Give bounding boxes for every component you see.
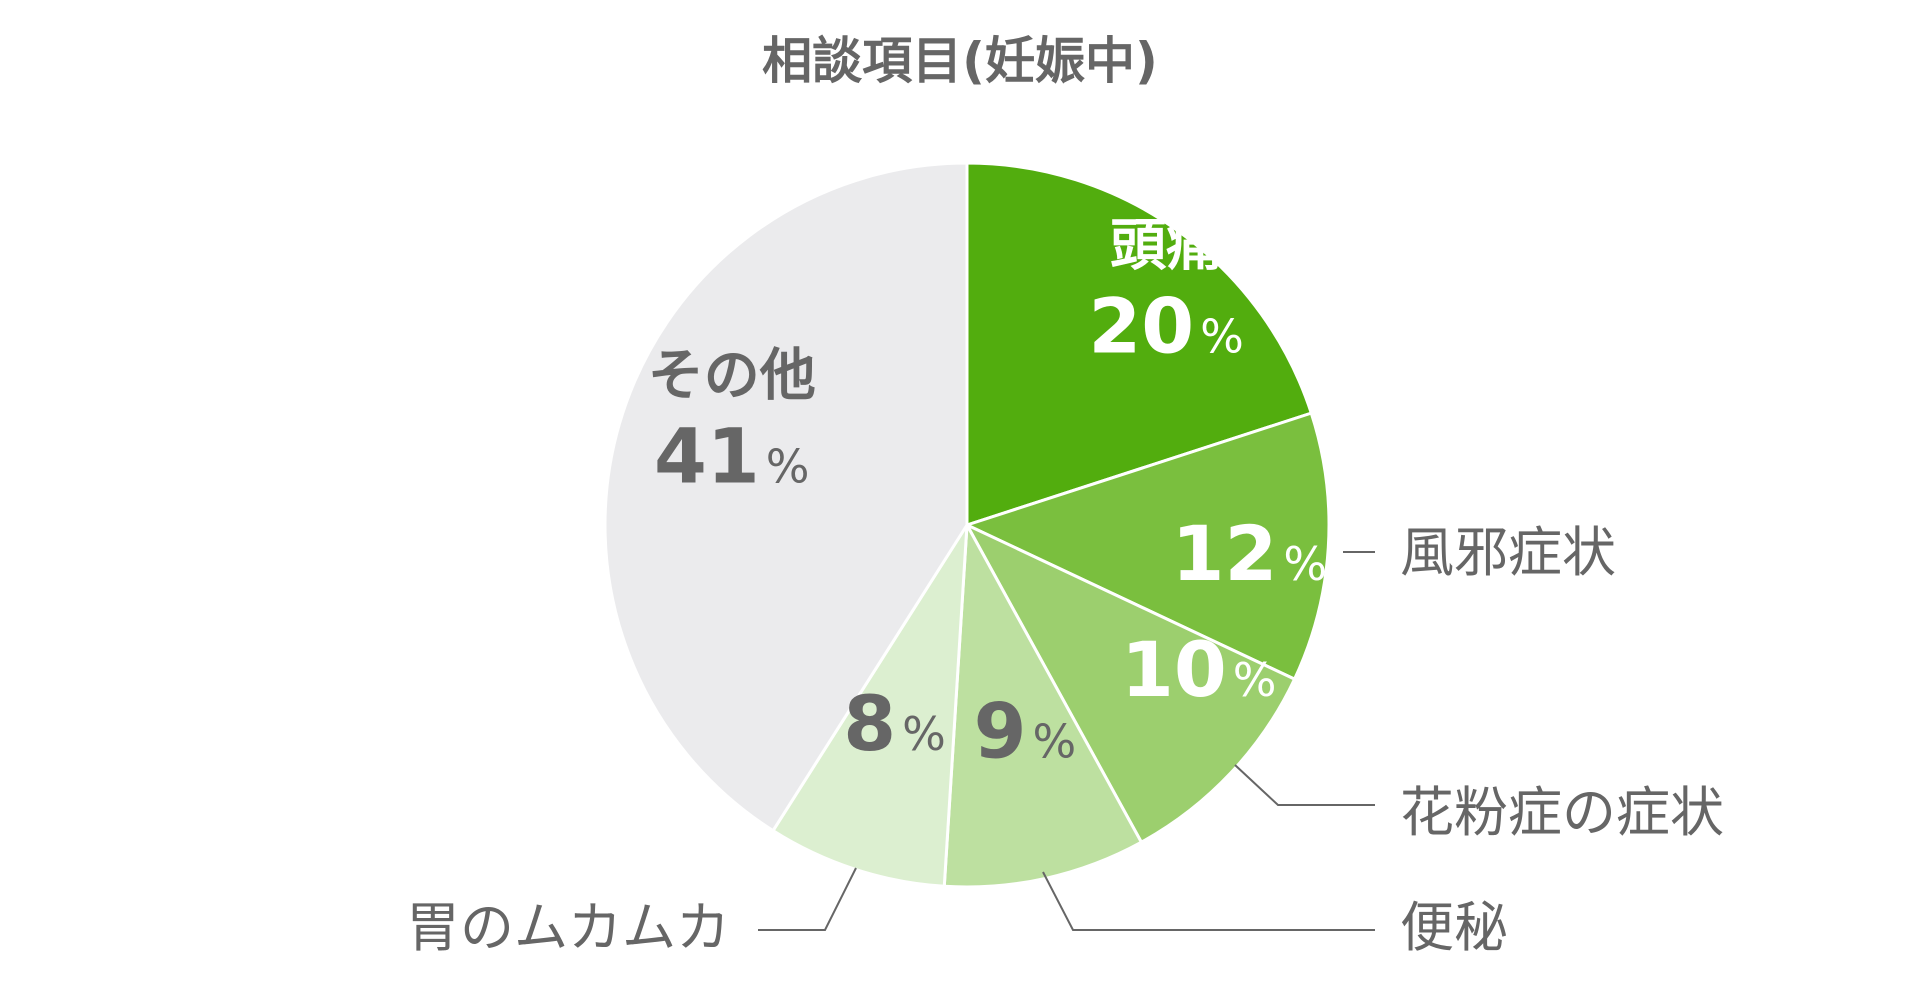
slice-3-leader-line: [1042, 871, 1375, 931]
slice-1-value: 12%: [1172, 509, 1327, 598]
slice-5: [603, 161, 969, 833]
slice-0-value: 20%: [1088, 281, 1243, 370]
slice-2-leader-line: [1234, 764, 1375, 806]
slice-5-label: その他: [648, 344, 816, 409]
slice-4-leader-line: [758, 867, 857, 931]
slice-0: [965, 161, 1313, 527]
slice-1: [965, 411, 1331, 681]
pie-slices: [603, 161, 1331, 889]
slice-1-label: 風邪症状: [1400, 521, 1616, 584]
slice-2-label: 花粉症の症状: [1400, 781, 1724, 844]
slice-2-value: 10%: [1121, 625, 1276, 714]
chart-title: 相談項目(妊娠中): [762, 32, 1158, 90]
slice-3-label: 便秘: [1400, 896, 1508, 959]
slice-4-label: 胃のムカムカ: [406, 896, 730, 959]
leader-lines: [758, 551, 1375, 931]
slice-5-value: 41%: [654, 412, 809, 501]
slice-0-label: 頭痛: [1110, 213, 1222, 278]
slice-2: [965, 523, 1297, 844]
slice-4-value: 8%: [843, 679, 946, 768]
slice-3-value: 9%: [974, 686, 1077, 775]
